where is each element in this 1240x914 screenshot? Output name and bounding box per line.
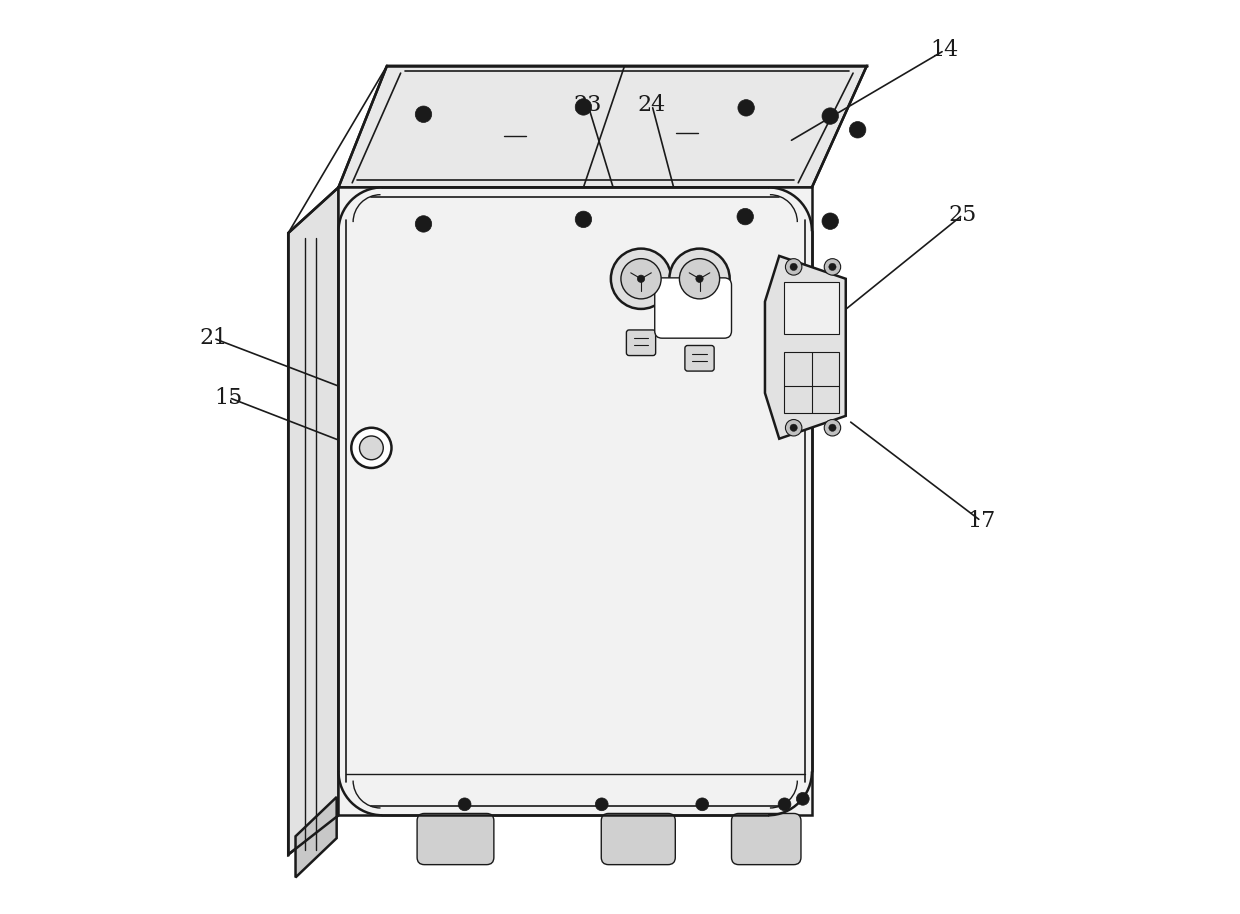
Text: 24: 24 <box>637 94 666 116</box>
Circle shape <box>459 798 471 811</box>
Circle shape <box>595 798 608 811</box>
Circle shape <box>822 108 838 124</box>
Text: 22: 22 <box>729 430 758 452</box>
Text: 23: 23 <box>574 94 603 116</box>
Circle shape <box>828 424 836 431</box>
Circle shape <box>825 259 841 275</box>
Circle shape <box>360 436 383 460</box>
Circle shape <box>822 213 838 229</box>
Circle shape <box>779 798 791 811</box>
Circle shape <box>790 263 797 271</box>
Text: 21: 21 <box>200 327 227 349</box>
Polygon shape <box>295 797 337 877</box>
Circle shape <box>737 208 754 225</box>
Circle shape <box>351 428 392 468</box>
Circle shape <box>637 275 645 282</box>
Text: 25: 25 <box>949 204 977 226</box>
Circle shape <box>575 211 591 228</box>
Text: 22: 22 <box>533 387 560 409</box>
Text: 15: 15 <box>215 387 243 409</box>
FancyBboxPatch shape <box>732 813 801 865</box>
Circle shape <box>796 792 810 805</box>
Circle shape <box>611 249 671 309</box>
Circle shape <box>415 216 432 232</box>
Text: 17: 17 <box>967 510 996 532</box>
Text: 14: 14 <box>930 39 959 61</box>
Circle shape <box>790 424 797 431</box>
Circle shape <box>696 275 703 282</box>
Polygon shape <box>784 352 838 413</box>
Circle shape <box>680 259 719 299</box>
Circle shape <box>849 122 866 138</box>
Circle shape <box>696 798 708 811</box>
Circle shape <box>825 420 841 436</box>
Circle shape <box>621 259 661 299</box>
FancyBboxPatch shape <box>655 278 732 338</box>
Circle shape <box>575 99 591 115</box>
Circle shape <box>785 259 802 275</box>
Polygon shape <box>765 256 846 439</box>
Circle shape <box>670 249 729 309</box>
FancyBboxPatch shape <box>417 813 494 865</box>
FancyBboxPatch shape <box>684 345 714 371</box>
Circle shape <box>415 106 432 122</box>
Polygon shape <box>339 187 812 815</box>
Circle shape <box>785 420 802 436</box>
Circle shape <box>828 263 836 271</box>
Polygon shape <box>784 282 838 334</box>
Polygon shape <box>339 66 867 187</box>
Polygon shape <box>288 187 339 855</box>
FancyBboxPatch shape <box>626 330 656 356</box>
FancyBboxPatch shape <box>601 813 676 865</box>
Circle shape <box>738 100 754 116</box>
